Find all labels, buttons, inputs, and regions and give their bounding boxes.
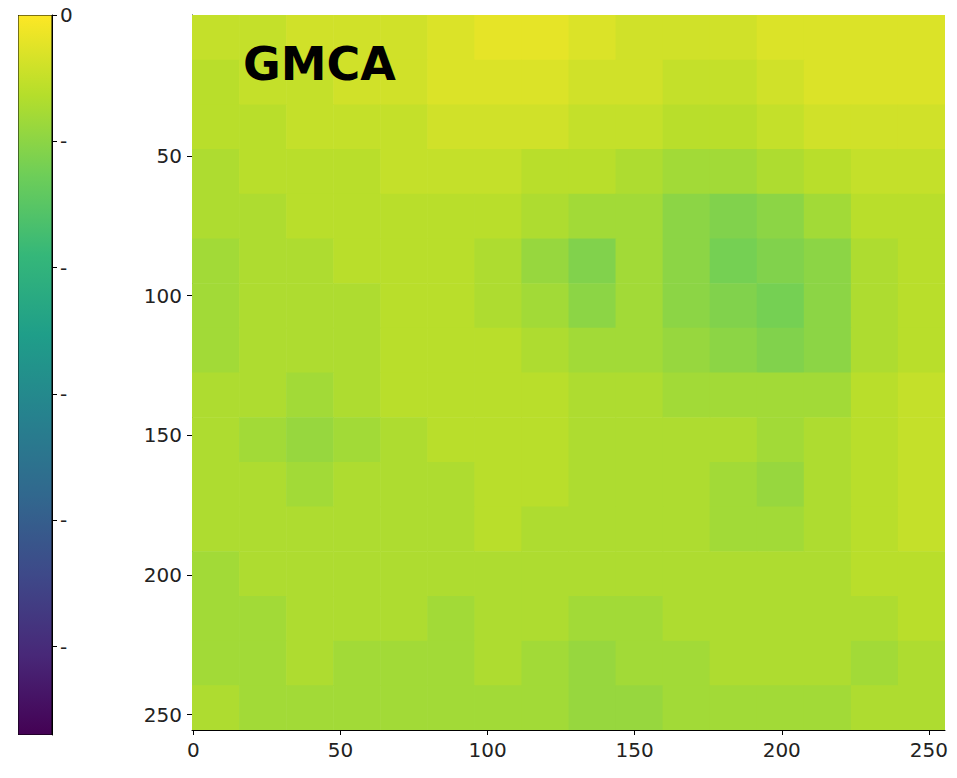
svg-text:-: -	[60, 508, 67, 532]
svg-text:100: 100	[469, 738, 507, 762]
svg-text:-: -	[60, 635, 67, 659]
svg-text:0: 0	[60, 3, 73, 27]
svg-text:50: 50	[157, 144, 182, 168]
svg-text:0: 0	[187, 738, 200, 762]
svg-text:50: 50	[328, 738, 353, 762]
svg-text:GMCA: GMCA	[243, 37, 396, 91]
svg-text:150: 150	[144, 423, 182, 447]
svg-text:-: -	[60, 129, 67, 153]
svg-text:150: 150	[616, 738, 654, 762]
svg-text:200: 200	[763, 738, 801, 762]
svg-text:-: -	[60, 382, 67, 406]
svg-text:250: 250	[144, 703, 182, 727]
svg-text:200: 200	[144, 563, 182, 587]
svg-text:-: -	[60, 256, 67, 280]
svg-text:100: 100	[144, 284, 182, 308]
svg-text:250: 250	[910, 738, 948, 762]
